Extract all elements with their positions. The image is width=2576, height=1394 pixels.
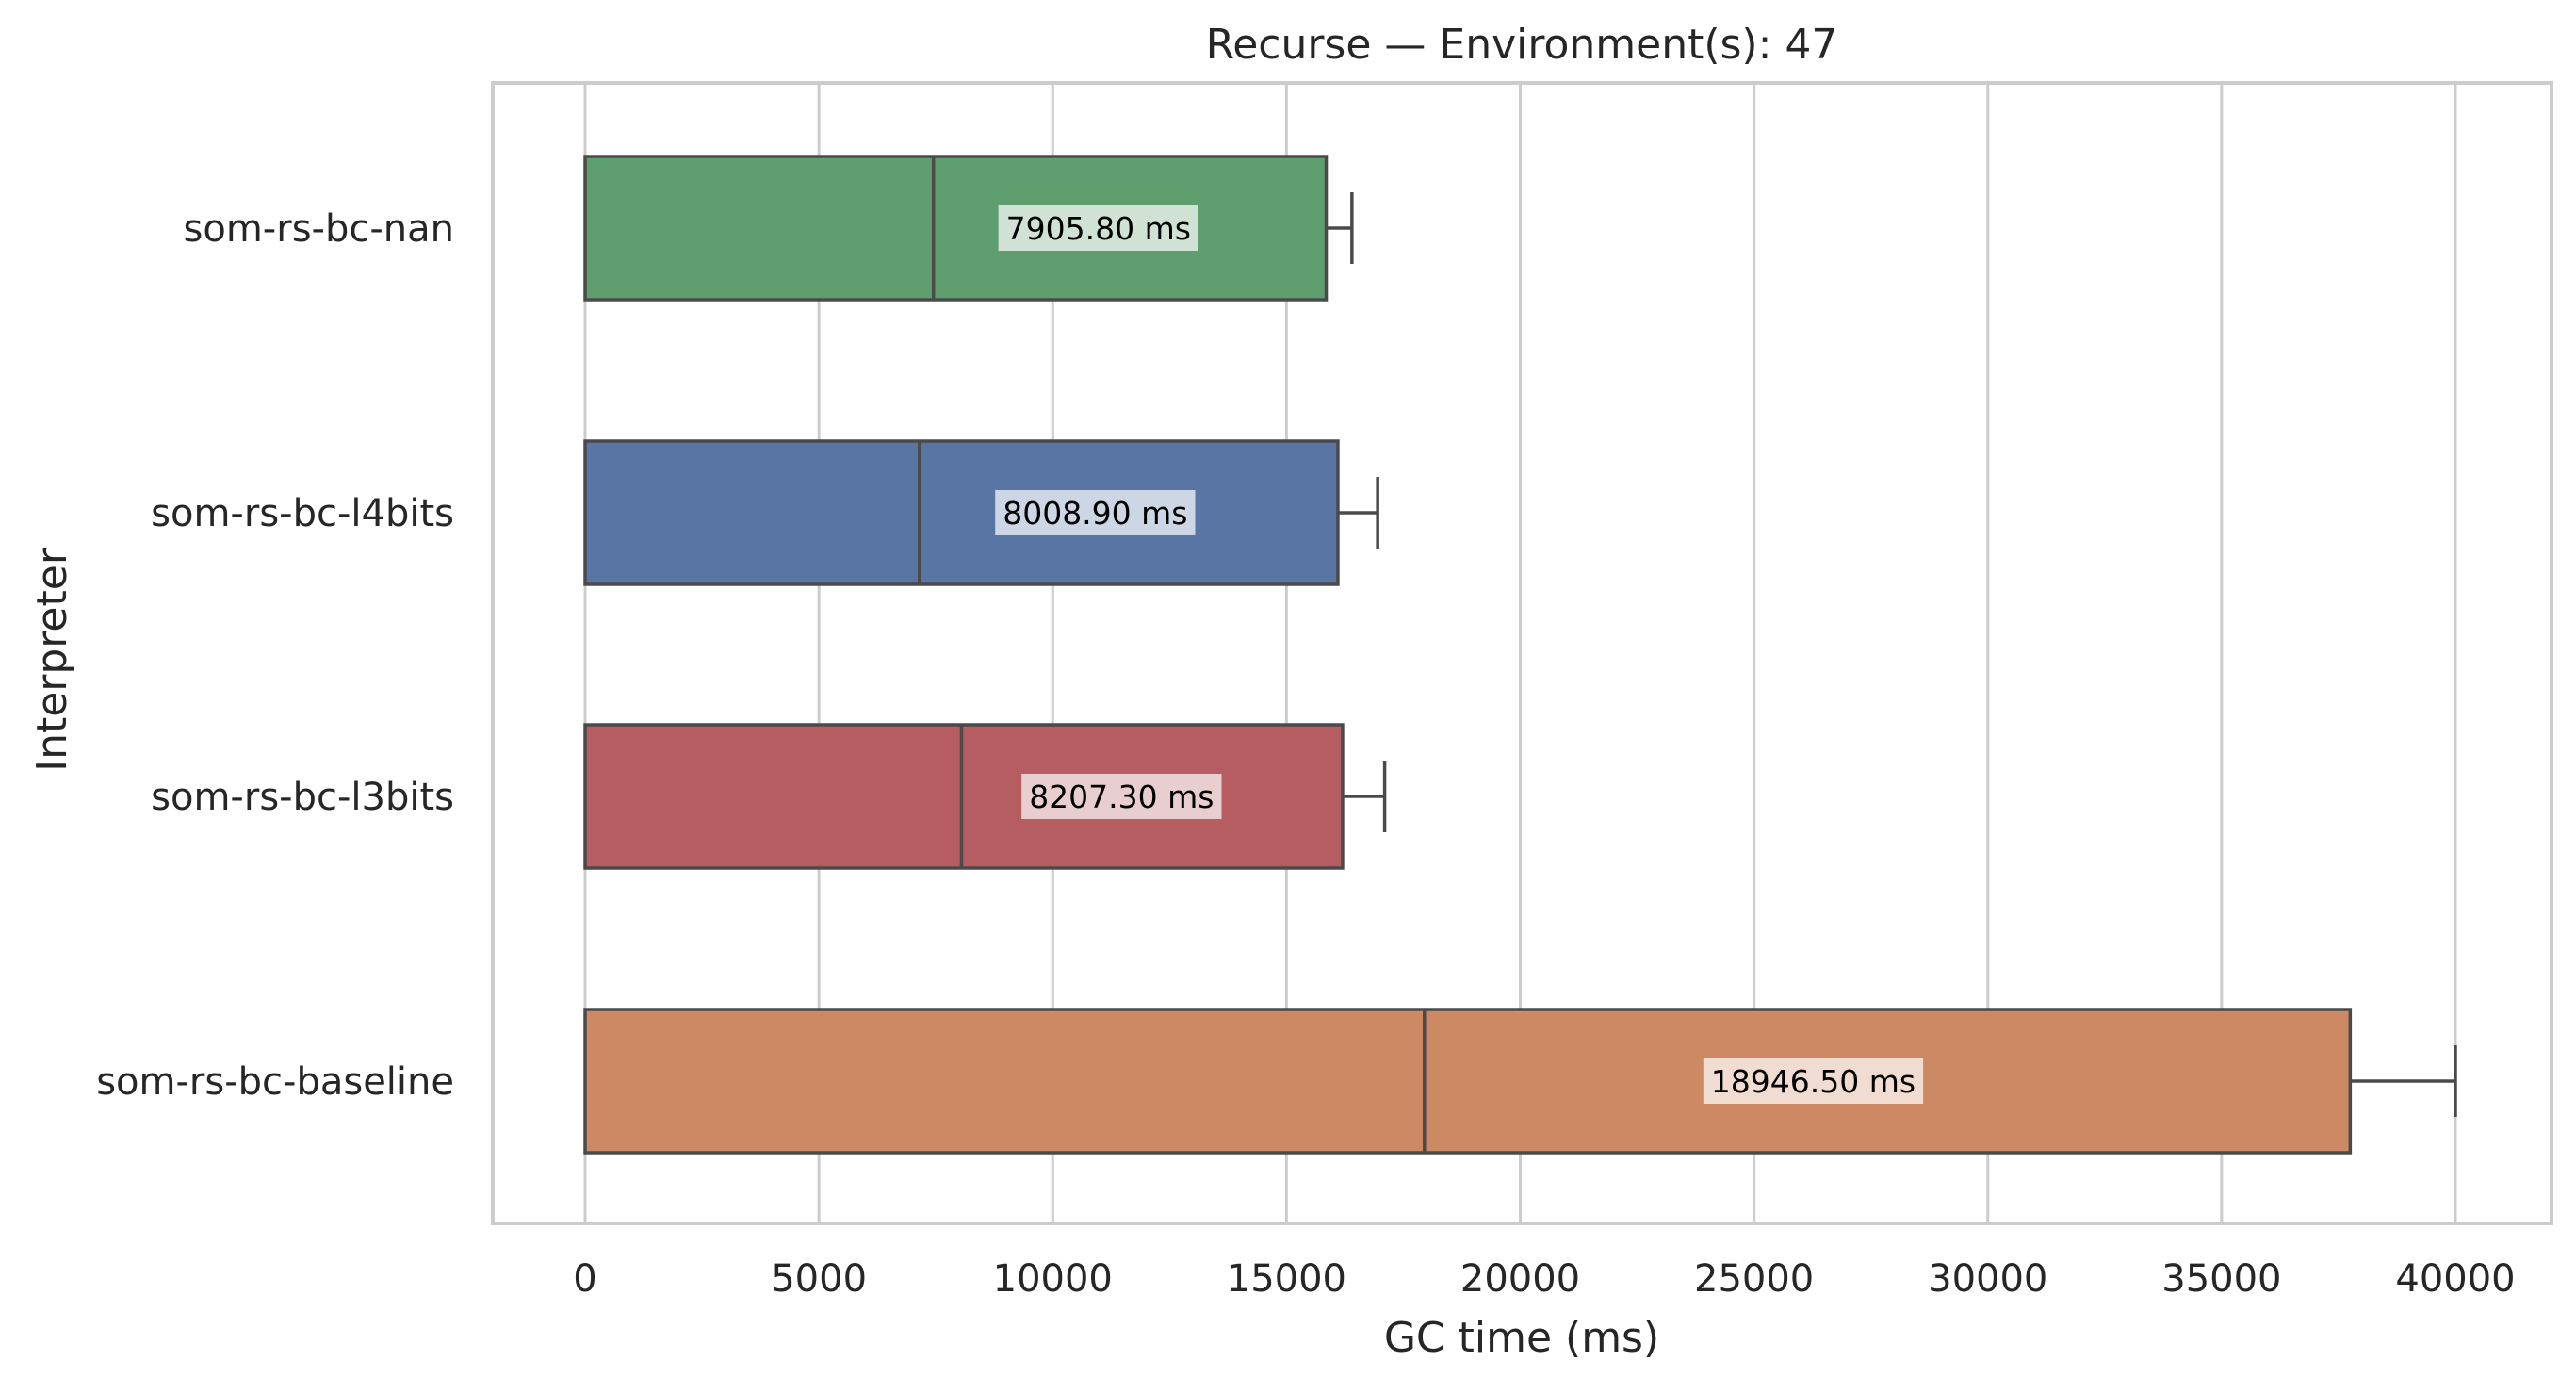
x-tick-label: 20000 [1460,1257,1580,1301]
x-tick-label: 0 [573,1257,596,1301]
box-som-rs-bc-l4bits: 8008.90 ms [583,439,1379,586]
data-label: 8008.90 ms [1003,495,1187,532]
data-label-bg [995,490,1196,535]
plot-frame [491,81,2553,1225]
boxes: 7905.80 ms 8008.90 ms 8207.30 ms 18946.50 m… [583,155,2457,1155]
box-som-rs-bc-nan: 7905.80 ms [583,155,1354,302]
box-body [583,1008,2353,1155]
data-label-bg [1021,774,1222,819]
box-body [583,723,1345,870]
data-label: 8207.30 ms [1029,779,1214,815]
x-tick-label: 30000 [1928,1257,2047,1301]
box-body [583,439,1340,586]
box-som-rs-bc-baseline: 18946.50 ms [583,1008,2457,1155]
x-tick-label: 5000 [771,1257,867,1301]
category-label: som-rs-bc-l3bits [151,776,454,819]
y-category-labels: som-rs-bc-nan som-rs-bc-l4bits som-rs-bc-l… [96,207,454,1104]
box-body [583,155,1329,302]
category-label: som-rs-bc-l4bits [151,492,454,535]
box-som-rs-bc-l3bits: 8207.30 ms [583,723,1387,870]
y-axis-label: Interpreter [28,547,76,772]
data-label: 7905.80 ms [1006,210,1191,247]
x-tick-label: 35000 [2161,1257,2281,1301]
chart-title: Recurse — Environment(s): 47 [1206,21,1838,69]
data-label-bg [1703,1058,1924,1104]
category-label: som-rs-bc-baseline [96,1060,454,1104]
data-label-bg [998,205,1198,251]
x-axis-label: GC time (ms) [1384,1314,1659,1362]
x-tick-labels: 0 5000 10000 15000 20000 25000 30000 35000 40000 [573,1257,2515,1301]
category-label: som-rs-bc-nan [184,207,454,251]
x-tick-label: 15000 [1227,1257,1346,1301]
x-tick-label: 25000 [1694,1257,1814,1301]
data-label: 18946.50 ms [1711,1063,1916,1100]
x-tick-label: 10000 [993,1257,1113,1301]
x-tick-label: 40000 [2395,1257,2515,1301]
